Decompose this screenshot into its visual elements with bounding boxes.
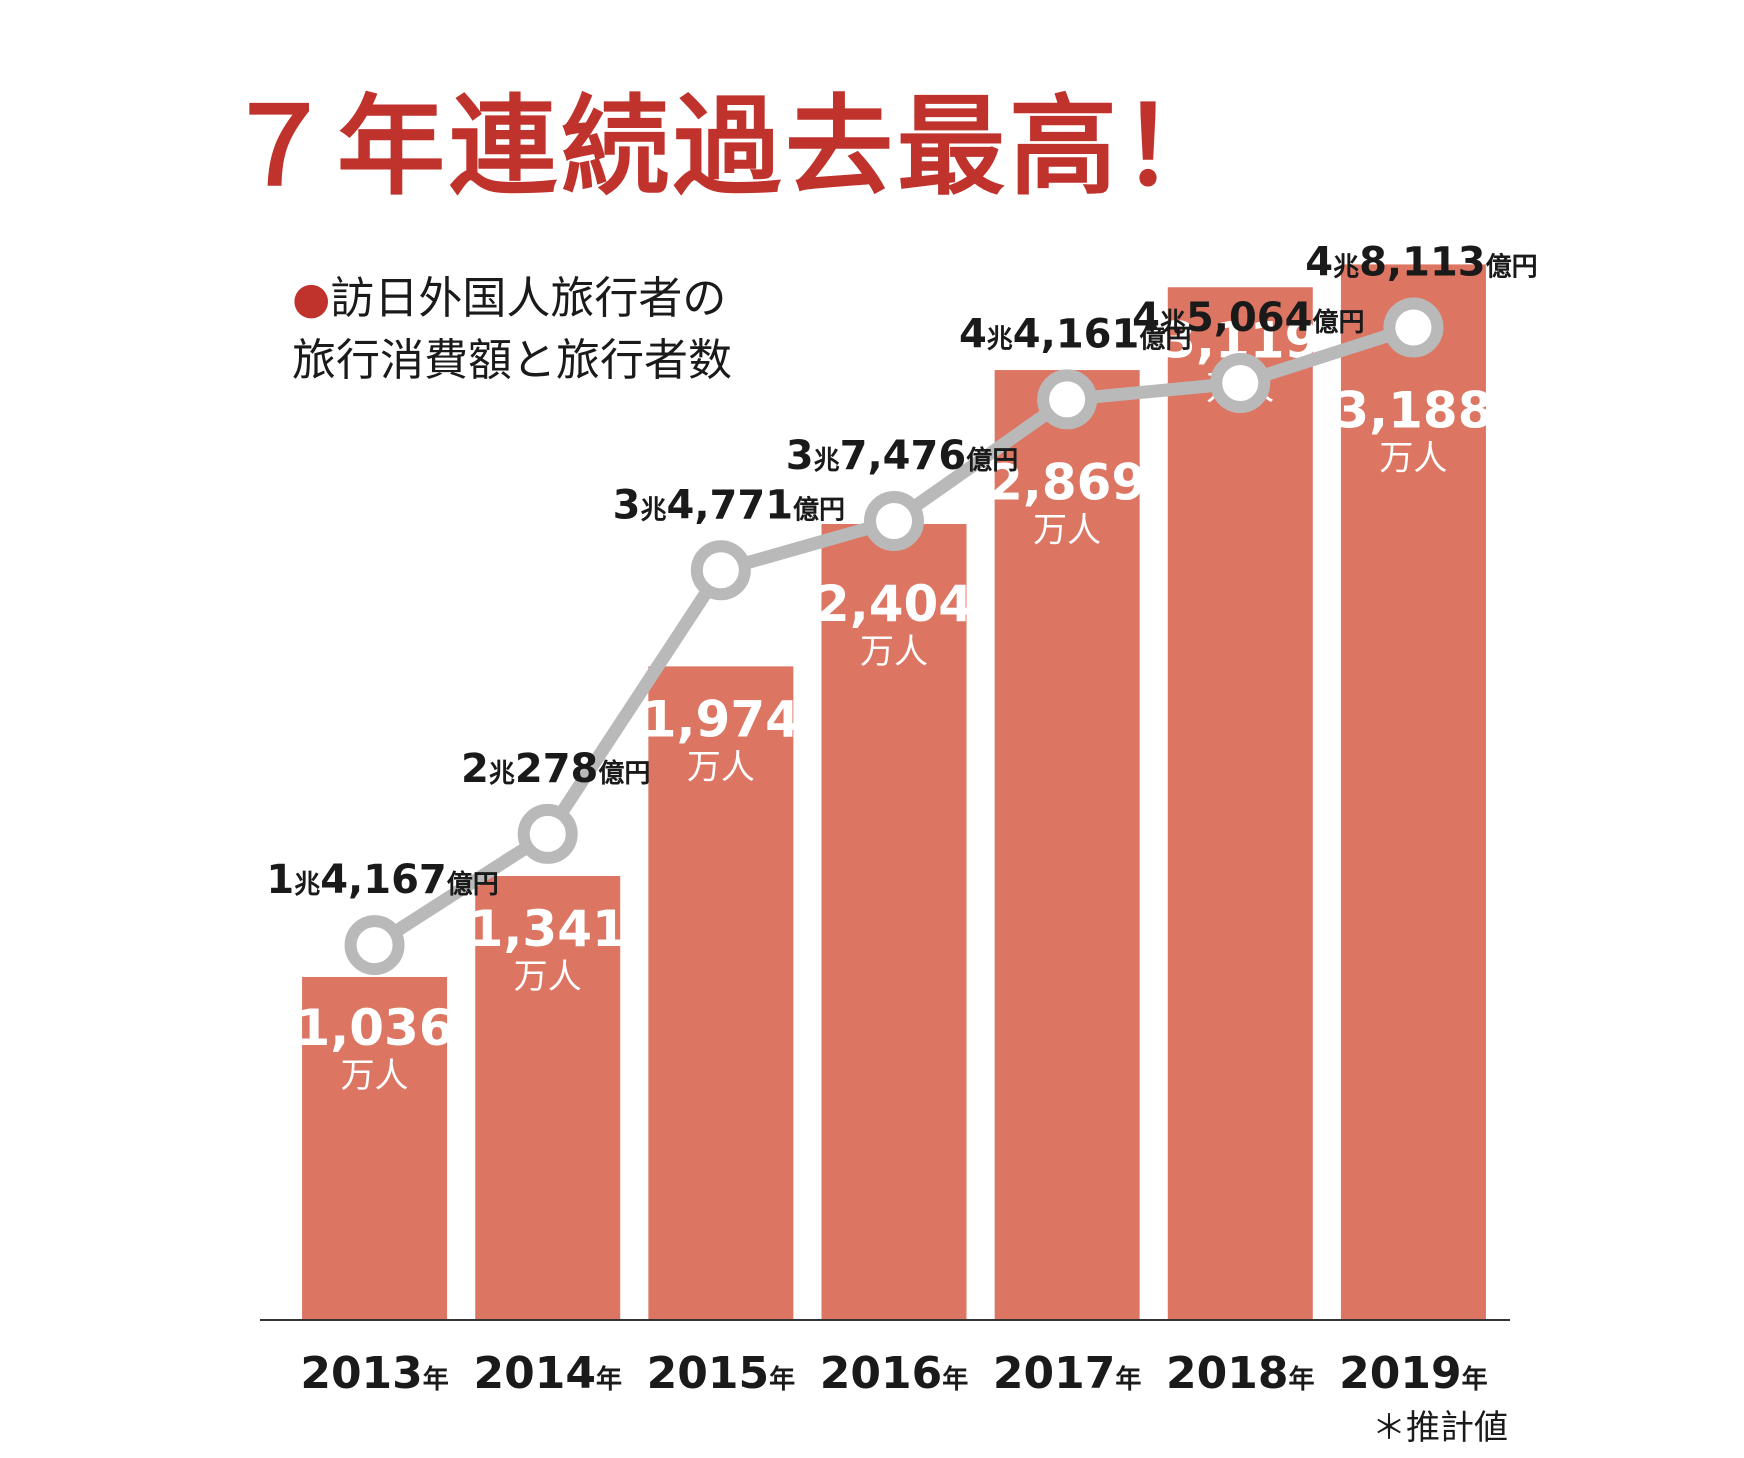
bar-labels: 1,036万人1,341万人1,974万人2,404万人2,869万人3,119… [295,311,1492,1096]
bar-unit-label: 万人 [514,957,582,997]
x-tick-label: 2015年 [647,1348,795,1399]
headline-title: ７年連続過去最高！ [225,85,1234,210]
bar-2017 [994,370,1140,1320]
bar-unit-label: 万人 [1379,439,1447,479]
line-point-2015 [690,540,751,601]
bar-value-label: 2,404 [815,575,973,633]
bar-value-label: 1,036 [295,999,453,1057]
x-tick-label: 2017年 [993,1348,1141,1399]
line-value-label: 3兆4,771億円 [613,482,845,528]
x-tick-label: 2019年 [1339,1348,1487,1399]
line-point-2014 [517,803,578,864]
bar-value-label: 2,869 [988,453,1146,511]
bar-unit-label: 万人 [860,632,928,672]
bullet-icon: ● [292,273,331,324]
bar-series [302,264,1486,1321]
line-value-label: 2兆278億円 [461,746,650,792]
line-value-label: 4兆8,113億円 [1305,240,1537,286]
bar-2013 [302,976,448,1320]
line-series [344,297,1444,976]
bar-value-label: 1,341 [469,900,627,958]
subtitle-line-1: 訪日外国人旅行者の [330,273,727,324]
bar-unit-label: 万人 [341,1056,409,1096]
bar-value-label: 1,974 [642,690,800,748]
line-point-2019 [1383,297,1444,358]
bar-unit-label: 万人 [687,747,755,787]
chart-subtitle: ●訪日外国人旅行者の 旅行消費額と旅行者数 [292,268,732,392]
line-point-2017 [1037,369,1098,430]
bar-unit-label: 万人 [1033,510,1101,550]
x-tick-label: 2014年 [473,1348,621,1399]
bar-2015 [648,666,794,1320]
line-point-2013 [344,915,405,976]
line-value-label: 1兆4,167億円 [266,857,498,903]
line-value-label: 3兆7,476億円 [786,433,1018,479]
bar-2016 [821,524,967,1320]
line-point-2016 [864,491,924,552]
estimate-note: ＊推計値 [1372,1408,1508,1448]
line-point-2018 [1210,352,1271,413]
x-tick-label: 2018年 [1166,1348,1314,1399]
bar-2019 [1340,264,1486,1321]
subtitle-line-2: 旅行消費額と旅行者数 [292,335,732,386]
x-tick-label: 2013年 [300,1348,448,1399]
line-value-label: 4兆5,064億円 [1132,295,1364,341]
x-tick-label: 2016年 [820,1348,968,1399]
bar-value-label: 3,188 [1334,382,1492,440]
x-axis-ticks: 2013年 2014年 2015年 2016年 2017年 2018年 2019年 [300,1348,1487,1399]
line-value-label: 4兆4,161億円 [959,311,1191,357]
bar-2018 [1167,287,1313,1321]
bar-2014 [475,875,621,1320]
